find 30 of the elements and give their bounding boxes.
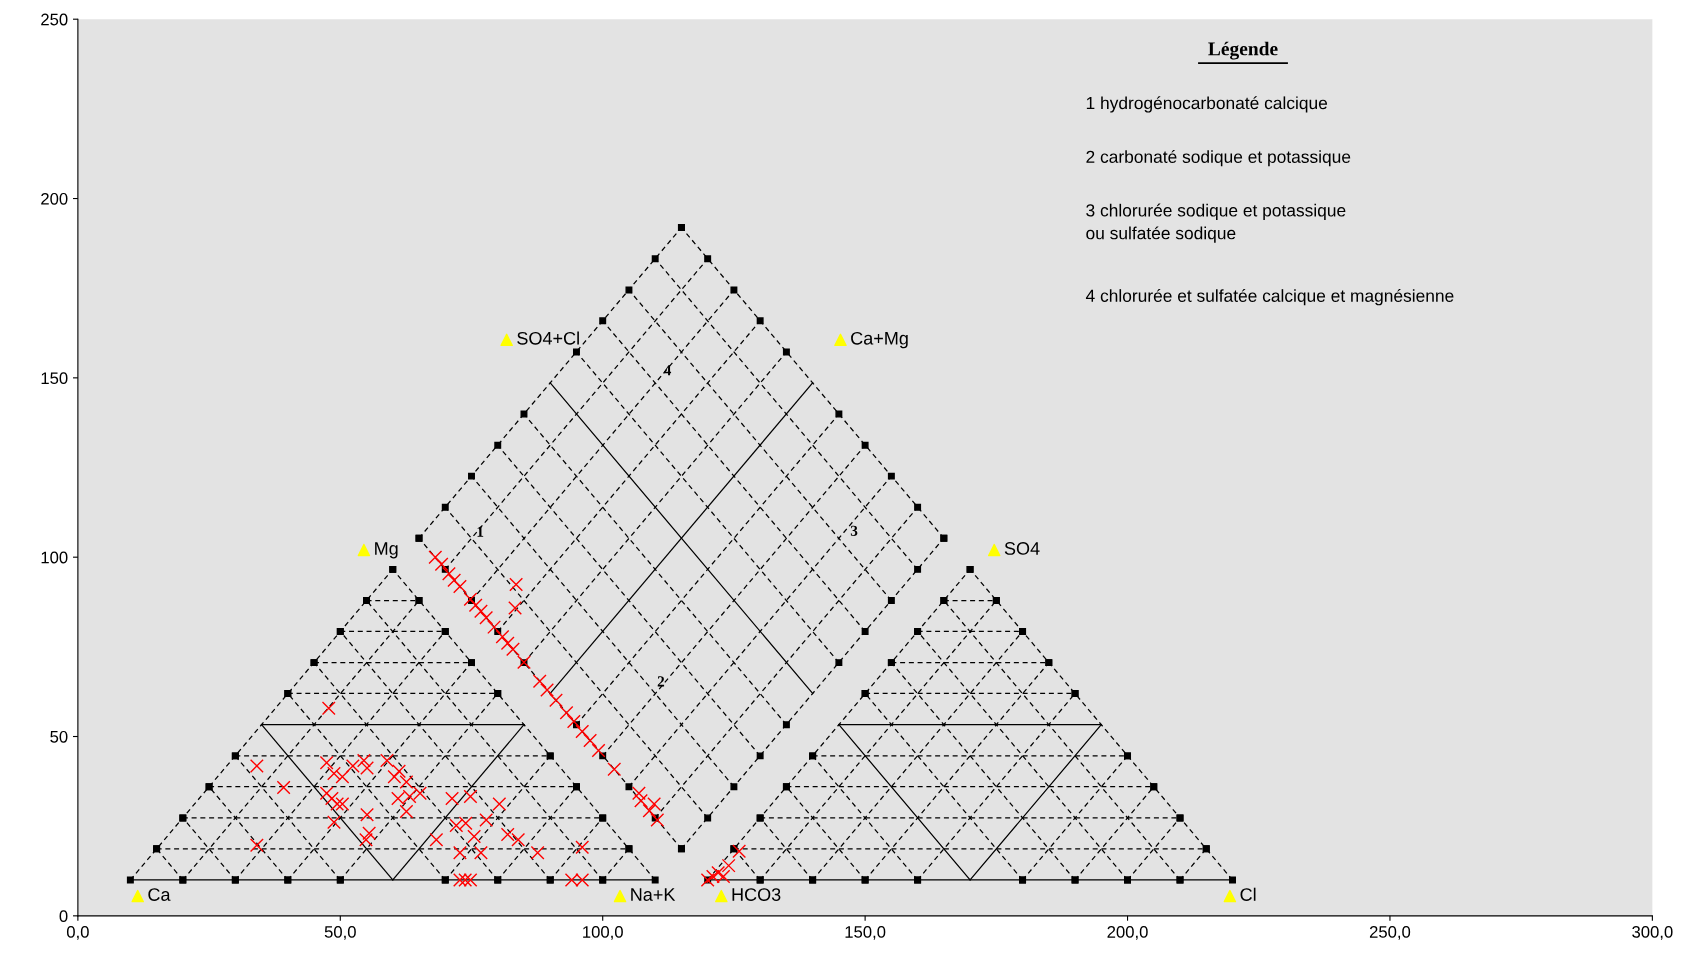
y-tick-label: 250 [41, 13, 68, 26]
x-tick-label: 250,0 [1369, 926, 1411, 940]
annotation: 4 [663, 365, 672, 376]
x-tick-label: 300,0 [1632, 926, 1673, 940]
annotation: Na+K [631, 888, 676, 901]
y-tick-label: 100 [41, 551, 68, 564]
x-tick-label: 200,0 [1107, 926, 1148, 940]
y-tick-label: 0 [59, 910, 68, 923]
annotation: 1 hydrogénocarbonaté calcique [1086, 96, 1328, 113]
annotation: HCO3 [732, 888, 781, 901]
x-tick-label: 0,0 [66, 926, 89, 940]
annotation: SO4+Cl [517, 331, 579, 345]
annotation: 2 [657, 676, 665, 687]
annotation: Cl [1240, 887, 1256, 901]
annotation: Ca+Mg [851, 331, 908, 349]
annotation: SO4 [1004, 542, 1040, 555]
annotation: 2 carbonaté sodique et potassique [1086, 149, 1351, 167]
y-tick-label: 150 [41, 372, 68, 385]
x-tick-label: 100,0 [583, 926, 623, 940]
annotation: 1 [477, 526, 484, 537]
annotation: Ca [148, 888, 171, 901]
annotation: Mg [375, 542, 398, 559]
annotation: 3 [850, 525, 858, 536]
annotation: 3 chlorurée sodique et potassique ou sulfatée sodique [1086, 203, 1346, 243]
y-tick-label: 50 [50, 730, 68, 743]
x-tick-label: 50,0 [324, 926, 356, 940]
annotation: Légende [1208, 41, 1278, 60]
x-tick-label: 150,0 [845, 926, 886, 940]
annotation: 4 chlorurée et sulfatée calcique et magnésienne [1085, 288, 1454, 306]
y-tick-label: 200 [41, 192, 68, 205]
